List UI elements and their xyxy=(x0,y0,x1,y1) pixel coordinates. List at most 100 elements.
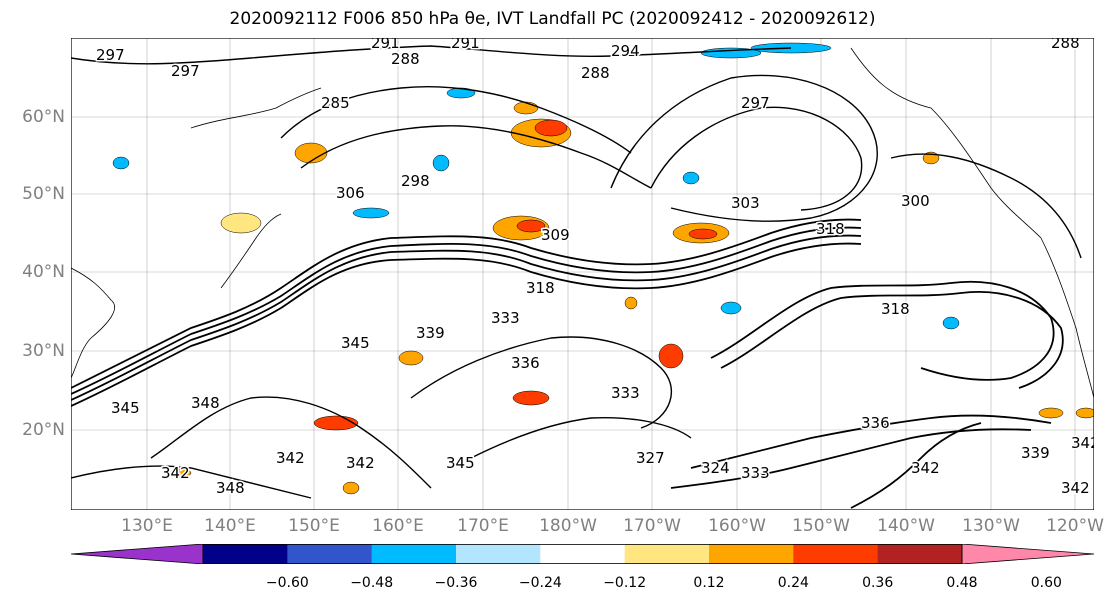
colorbar xyxy=(71,544,1094,564)
contour-label: 291 xyxy=(451,38,480,52)
contour-label: 288 xyxy=(581,64,610,82)
contour-label: 288 xyxy=(391,50,420,68)
colorbar-tick-label: 0.12 xyxy=(693,575,725,591)
contour-label: 324 xyxy=(701,459,730,477)
colorbar-tick-label: −0.36 xyxy=(434,575,478,591)
longitude-label: 150°W xyxy=(792,516,850,536)
contour-label: 318 xyxy=(881,300,910,318)
contour-line xyxy=(710,280,1055,381)
pc-shading xyxy=(112,42,1094,495)
pc-shaded-region xyxy=(658,343,684,369)
contour-label: 327 xyxy=(636,449,665,467)
colorbar-tick-label: 0.36 xyxy=(862,575,894,591)
pc-shaded-region xyxy=(512,390,550,406)
contour-line xyxy=(890,153,1082,259)
contour-line xyxy=(71,465,312,499)
colorbar-segment xyxy=(709,544,794,564)
colorbar-tick-label: −0.60 xyxy=(265,575,309,591)
contour-label: 306 xyxy=(336,184,365,202)
contour-label: 333 xyxy=(611,384,640,402)
contour-line xyxy=(690,414,1052,469)
contour-line xyxy=(71,226,862,395)
coastline-na-west xyxy=(1040,237,1094,399)
colorbar-segment xyxy=(203,544,288,564)
colorbar-tick-label: −0.48 xyxy=(350,575,394,591)
pc-shaded-region xyxy=(342,481,360,495)
pc-shaded-region xyxy=(534,119,568,137)
contour-label: 297 xyxy=(96,46,125,64)
pc-shaded-region xyxy=(313,415,359,431)
longitude-label: 160°E xyxy=(372,516,424,536)
contour-label: 333 xyxy=(741,464,770,482)
colorbar-segment xyxy=(287,544,373,564)
pc-shaded-region xyxy=(1038,407,1064,419)
contour-label: 336 xyxy=(511,354,540,372)
longitude-label: 170°E xyxy=(457,516,509,536)
latitude-label: 50°N xyxy=(22,184,65,204)
colorbar-extend-max xyxy=(961,544,1094,564)
contour-line xyxy=(470,416,692,459)
pc-shaded-region xyxy=(624,296,638,310)
map-title: 2020092112 F006 850 hPa θe, IVT Landfall… xyxy=(229,9,876,29)
colorbar-tick-label: −0.12 xyxy=(603,575,647,591)
pc-shaded-region xyxy=(112,156,130,170)
colorbar-tick-label: 0.48 xyxy=(946,575,978,591)
contour-label: 291 xyxy=(371,38,400,52)
coastline-alaska xyxy=(850,47,1042,239)
longitude-label: 140°W xyxy=(877,516,935,536)
pc-shaded-region xyxy=(942,316,960,330)
longitude-label: 150°E xyxy=(288,516,340,536)
contour-label: 342 xyxy=(161,464,190,482)
pc-shaded-region xyxy=(516,219,546,233)
contour-label: 342 xyxy=(276,449,305,467)
contour-line xyxy=(410,336,672,429)
contour-line xyxy=(150,396,432,489)
pc-shaded-region xyxy=(294,142,328,164)
longitude-label: 160°W xyxy=(708,516,766,536)
colorbar-segment xyxy=(877,544,963,564)
contour-label: 285 xyxy=(321,94,350,112)
theta-e-contours xyxy=(71,45,1082,509)
contour-label: 342 xyxy=(346,454,375,472)
contour-line xyxy=(850,422,982,509)
contour-label: 345 xyxy=(111,399,140,417)
colorbar-tick-label: −0.24 xyxy=(518,575,562,591)
latitude-label: 40°N xyxy=(22,262,65,282)
contour-label: 318 xyxy=(816,220,845,238)
latitude-label: 30°N xyxy=(22,341,65,361)
contour-label: 300 xyxy=(901,192,930,210)
colorbar-segment xyxy=(371,544,457,564)
contour-label: 348 xyxy=(191,394,220,412)
longitude-label: 130°E xyxy=(121,516,173,536)
coastline-asia xyxy=(71,267,116,379)
contour-label: 333 xyxy=(491,309,520,327)
pc-shaded-region xyxy=(720,301,742,315)
longitude-label: 120°W xyxy=(1046,516,1104,536)
contour-label: 298 xyxy=(401,172,430,190)
contour-label: 342 xyxy=(911,459,940,477)
pc-shaded-region xyxy=(1075,407,1094,419)
map-panel: 297 297 291 291 288 294 285 288 297 288 306 298 309 3… xyxy=(71,38,1094,510)
colorbar-frame xyxy=(202,544,963,564)
colorbar-tick-label: 0.24 xyxy=(777,575,809,591)
latitude-label: 60°N xyxy=(22,107,65,127)
pc-shaded-region xyxy=(170,468,192,478)
pc-shaded-region xyxy=(398,350,424,366)
colorbar-extend-min xyxy=(71,544,204,564)
contour-label: 342 xyxy=(1071,434,1094,452)
contour-line xyxy=(650,106,863,211)
contour-line xyxy=(610,74,878,222)
contour-label: 318 xyxy=(526,279,555,297)
pc-shaded-region xyxy=(220,212,262,234)
contour-line xyxy=(670,428,1032,489)
contour-label: 303 xyxy=(731,194,760,212)
contour-line xyxy=(71,218,862,389)
contour-label: 288 xyxy=(1051,38,1080,52)
pc-shaded-region xyxy=(682,171,700,185)
contour-label: 336 xyxy=(861,414,890,432)
contour-label: 345 xyxy=(341,334,370,352)
colorbar-tick-label: 0.60 xyxy=(1030,575,1062,591)
pc-shaded-region xyxy=(432,154,450,172)
